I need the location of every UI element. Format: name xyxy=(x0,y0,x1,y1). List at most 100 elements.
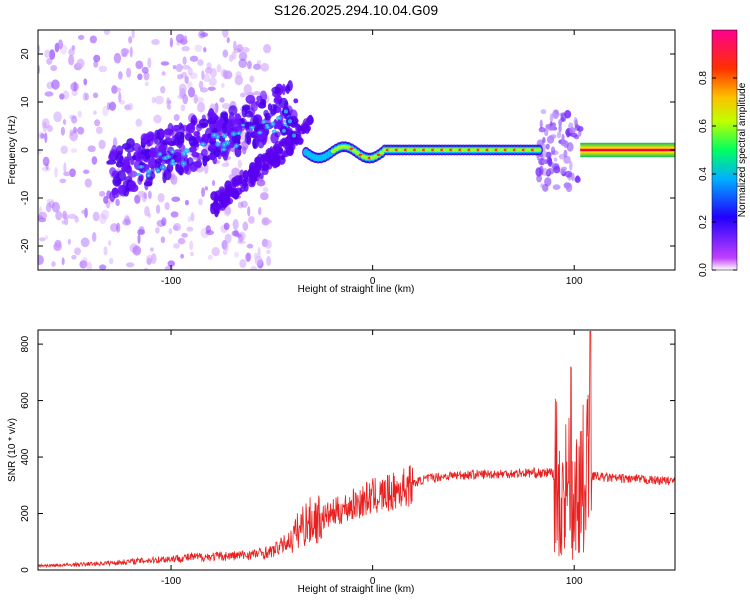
noise-blob xyxy=(127,103,134,111)
highlight-core xyxy=(183,152,186,155)
noise-blob xyxy=(196,97,205,103)
signal-blob xyxy=(278,97,289,109)
noise-blob xyxy=(38,254,44,266)
highlight-core xyxy=(213,134,216,137)
noise-blob xyxy=(200,32,209,38)
noise-blob xyxy=(146,254,154,261)
noise-blob xyxy=(51,79,60,90)
noise-blob xyxy=(69,130,78,142)
noise-blob xyxy=(221,102,231,110)
spectrogram-content xyxy=(38,30,675,270)
noise-blob xyxy=(173,223,182,232)
highlight-core xyxy=(147,174,150,177)
highlight-core xyxy=(223,143,226,146)
noise-blob xyxy=(59,178,67,184)
signal-blob xyxy=(257,123,264,130)
noise-blob xyxy=(205,225,211,234)
colorbar-tick-label: 0.6 xyxy=(698,119,709,133)
noise-blob xyxy=(103,30,111,36)
signal-blob xyxy=(211,128,218,134)
turbulence-blob xyxy=(545,143,550,150)
signal-blob xyxy=(178,166,185,176)
noise-blob xyxy=(221,162,230,168)
noise-blob xyxy=(189,240,194,251)
snr-panel: -100 0 100 0 200 400 600 800 Height of straight… xyxy=(7,329,676,595)
noise-blob xyxy=(211,246,220,257)
signal-blob xyxy=(279,140,285,147)
noise-blob xyxy=(181,46,190,52)
signal-blob xyxy=(260,154,266,161)
noise-blob xyxy=(161,71,166,76)
snr-y-tick-label: 600 xyxy=(20,392,31,409)
signal-blob xyxy=(203,133,208,145)
noise-blob xyxy=(70,115,78,124)
signal-blob xyxy=(256,171,262,177)
noise-blob xyxy=(208,77,217,87)
noise-blob xyxy=(173,243,180,249)
noise-blob xyxy=(197,59,204,67)
noise-blob xyxy=(143,192,148,200)
noise-blob xyxy=(115,198,120,207)
noise-blob xyxy=(74,247,81,256)
noise-blob xyxy=(226,37,230,44)
noise-blob xyxy=(266,256,272,267)
noise-blob xyxy=(38,217,47,223)
signal-blob xyxy=(123,156,130,168)
signal-blob xyxy=(262,162,270,172)
signal-blob xyxy=(120,165,130,173)
noise-blob xyxy=(73,81,77,92)
noise-blob xyxy=(250,265,257,270)
noise-blob xyxy=(112,87,122,93)
noise-blob xyxy=(51,261,56,267)
noise-blob xyxy=(51,201,60,213)
noise-blob xyxy=(59,93,65,100)
signal-blob xyxy=(207,111,217,118)
signal-blob xyxy=(162,171,167,184)
turbulence-blob xyxy=(553,165,561,174)
noise-blob xyxy=(62,118,67,125)
signal-blob xyxy=(123,176,133,183)
noise-blob xyxy=(194,44,203,52)
colorbar-tick-label: 0.4 xyxy=(698,167,709,181)
noise-blob xyxy=(44,132,48,143)
noise-blob xyxy=(98,65,108,73)
noise-blob xyxy=(70,148,78,153)
spectrogram-y-axis-title: Frequency (Hz) xyxy=(7,116,18,185)
noise-blob xyxy=(203,46,207,53)
noise-blob xyxy=(121,53,128,58)
noise-blob xyxy=(232,218,239,230)
noise-blob xyxy=(157,193,165,203)
noise-blob xyxy=(144,81,149,87)
signal-blob xyxy=(263,109,269,117)
signal-blob xyxy=(295,124,301,134)
noise-blob xyxy=(71,254,77,260)
noise-blob xyxy=(190,212,195,222)
noise-blob xyxy=(169,37,174,48)
spectrogram-y-tick-label: 0 xyxy=(20,147,31,153)
snr-y-tick-label: 800 xyxy=(20,335,31,352)
noise-blob xyxy=(137,229,146,236)
noise-blob xyxy=(231,51,237,60)
noise-blob xyxy=(93,60,99,68)
noise-blob xyxy=(44,91,54,97)
noise-blob xyxy=(265,249,271,254)
highlight-core xyxy=(237,132,240,135)
signal-blob xyxy=(271,159,279,169)
noise-blob xyxy=(98,139,106,150)
turbulence-blob xyxy=(566,130,570,138)
noise-blob xyxy=(186,81,193,89)
noise-blob xyxy=(118,91,122,103)
signal-blob xyxy=(173,137,181,146)
highlight-core xyxy=(156,169,159,172)
turbulence-blob xyxy=(565,182,573,193)
turbulence-blob xyxy=(558,119,563,126)
noise-blob xyxy=(231,167,241,177)
noise-blob xyxy=(80,237,90,248)
signal-blob xyxy=(232,118,243,131)
signal-blob xyxy=(171,124,181,132)
noise-blob xyxy=(73,126,77,134)
noise-blob xyxy=(190,251,194,257)
noise-blob xyxy=(224,233,232,244)
noise-blob xyxy=(74,216,79,223)
spectrogram-y-tick-label: 10 xyxy=(20,96,31,108)
